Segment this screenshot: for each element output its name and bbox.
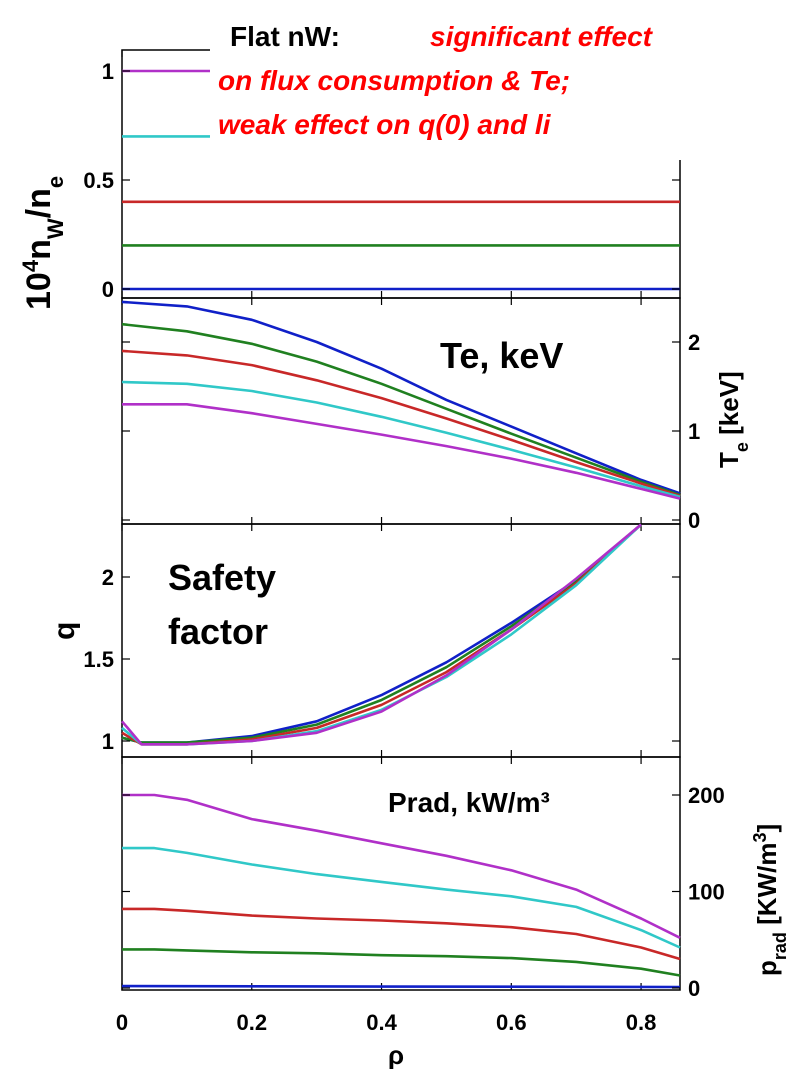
series-line-red [121,349,681,498]
annotation-lead: Flat nW: [230,21,340,52]
q-inner-label-2: factor [168,611,268,652]
x-tick-label: 0 [116,1010,128,1035]
x-tick-label: 0.8 [626,1010,657,1035]
y-tick-label: 0 [688,976,700,1001]
series-line-cyan [121,380,681,499]
y-tick-label: 1 [102,729,114,754]
series-line-purple [121,523,642,746]
prad-right-label: prad [KW/m3] [750,824,790,976]
x-axis-label: ρ [388,1040,404,1069]
y-tick-label: 0 [688,508,700,533]
prad-inner-label: Prad, kW/m³ [388,787,550,818]
series-line-blue [121,984,681,989]
series-line-blue [121,300,681,495]
series-line-red [122,907,681,961]
q-ylabel: q [48,622,81,640]
annotation-line1: significant effect [430,21,654,52]
x-tick-label: 0.4 [366,1010,397,1035]
y-tick-label: 2 [102,565,114,590]
x-tick-label: 0.6 [496,1010,527,1035]
annotation-box [210,10,780,160]
y-tick-label: 2 [688,330,700,355]
nw-ylabel: 104nW/ne [18,176,68,310]
series-line-purple [122,793,681,939]
y-tick-label: 1 [688,419,700,444]
y-tick-label: 200 [688,783,725,808]
x-tick-label: 0.2 [236,1010,267,1035]
y-tick-label: 1.5 [83,647,114,672]
y-tick-label: 0.5 [83,168,114,193]
te-inner-label: Te, keV [440,335,563,376]
series-line-purple [122,402,681,500]
series-line-green [122,948,681,977]
q-inner-label-1: Safety [168,557,276,598]
annotation-line2: on flux consumption & Te; [218,65,570,96]
y-tick-label: 1 [102,59,114,84]
y-tick-label: 0 [102,277,114,302]
annotation-line3: weak effect on q(0) and li [218,109,552,140]
series-line-cyan [122,846,681,949]
series-line-green [121,322,681,497]
y-tick-label: 100 [688,880,725,905]
panel-frame-prad [121,756,681,991]
te-right-label: Te [keV] [714,371,752,468]
